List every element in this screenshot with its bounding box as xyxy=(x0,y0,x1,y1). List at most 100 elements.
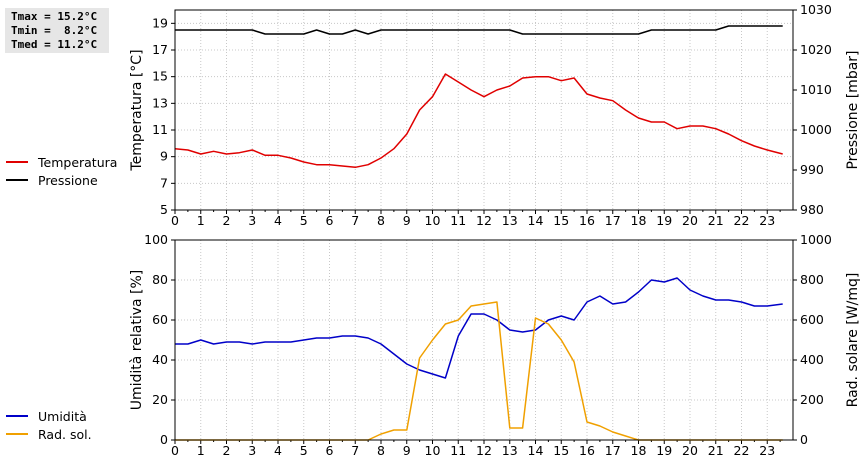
legend-bottom: Umidità Rad. sol. xyxy=(6,407,92,443)
ytick-left-label-top: 13 xyxy=(152,95,168,110)
xtick-label-bottom: 15 xyxy=(553,443,569,458)
xtick-label-top: 20 xyxy=(682,213,698,228)
legend-label-pressione: Pressione xyxy=(38,172,98,188)
ytick-left-label-top: 9 xyxy=(160,149,168,164)
ytick-left-label-top: 7 xyxy=(160,175,168,190)
ytick-left-label-bottom: 0 xyxy=(160,432,168,447)
xtick-label-top: 6 xyxy=(326,213,334,228)
ytick-left-label-bottom: 20 xyxy=(152,392,168,407)
xtick-label-bottom: 19 xyxy=(656,443,672,458)
stat-tmed: Tmed = 11.2°C xyxy=(11,38,98,51)
xtick-label-bottom: 17 xyxy=(605,443,621,458)
plot-frame-bottom xyxy=(174,239,794,441)
xtick-label-top: 1 xyxy=(197,213,205,228)
legend-top: Temperatura Pressione xyxy=(6,153,117,189)
xtick-label-top: 9 xyxy=(403,213,411,228)
xtick-label-bottom: 14 xyxy=(528,443,544,458)
ytick-right-label-bottom: 1000 xyxy=(800,232,832,247)
xtick-label-top: 14 xyxy=(528,213,544,228)
series-line-pressione xyxy=(175,25,783,35)
series-line-temperatura xyxy=(174,73,783,169)
xtick-label-top: 22 xyxy=(734,213,750,228)
xtick-label-bottom: 13 xyxy=(502,443,518,458)
xtick-label-bottom: 2 xyxy=(223,443,231,458)
ytick-left-label-top: 5 xyxy=(160,202,168,217)
ytick-left-label-top: 17 xyxy=(152,42,168,57)
ytick-left-label-bottom: 40 xyxy=(152,352,168,367)
chart-bottom: 0 1 2 3 4 5 6 7 8 9 10 11 12 13 14 15 16 17 18 19 20 21 22 2302… xyxy=(129,232,860,458)
ytick-right-label-bottom: 400 xyxy=(800,352,824,367)
ytick-left-label-top: 19 xyxy=(152,15,168,30)
xtick-label-bottom: 23 xyxy=(759,443,775,458)
stat-tmax: Tmax = 15.2°C xyxy=(11,10,98,23)
ytick-right-label-bottom: 600 xyxy=(800,312,824,327)
xtick-label-bottom: 6 xyxy=(326,443,334,458)
xtick-label-bottom: 4 xyxy=(274,443,282,458)
legend-swatch-rad-sol xyxy=(6,433,28,435)
xtick-label-bottom: 0 xyxy=(171,443,179,458)
legend-swatch-temperatura xyxy=(6,161,28,163)
ytick-left-label-top: 11 xyxy=(152,122,168,137)
xtick-label-bottom: 5 xyxy=(300,443,308,458)
xtick-label-bottom: 12 xyxy=(476,443,492,458)
legend-label-umidita: Umidità xyxy=(38,408,87,424)
ytick-right-label-bottom: 200 xyxy=(800,392,824,407)
legend-label-temperatura: Temperatura xyxy=(38,154,118,170)
xtick-label-top: 2 xyxy=(223,213,231,228)
xtick-label-bottom: 11 xyxy=(450,443,466,458)
xtick-label-top: 15 xyxy=(553,213,569,228)
xtick-label-top: 8 xyxy=(377,213,385,228)
xtick-label-bottom: 20 xyxy=(682,443,698,458)
ytick-right-label-top: 1020 xyxy=(800,42,832,57)
ytick-right-label-bottom: 0 xyxy=(800,432,808,447)
ylabel-right-bottom: Rad. solare [W/mq] xyxy=(845,273,860,408)
xtick-label-top: 23 xyxy=(759,213,775,228)
ylabel-left-top: Temperatura [°C] xyxy=(129,49,145,171)
xtick-label-bottom: 21 xyxy=(708,443,724,458)
xtick-label-bottom: 9 xyxy=(403,443,411,458)
xtick-label-top: 7 xyxy=(351,213,359,228)
xtick-label-top: 17 xyxy=(605,213,621,228)
xtick-label-top: 19 xyxy=(656,213,672,228)
xtick-label-top: 3 xyxy=(248,213,256,228)
xtick-label-top: 18 xyxy=(631,213,647,228)
stat-tmin: Tmin = 8.2°C xyxy=(11,24,98,37)
ylabel-right-top: Pressione [mbar] xyxy=(845,50,860,169)
stats-box: Tmax = 15.2°C Tmin = 8.2°C Tmed = 11.2°C xyxy=(5,8,109,53)
legend-label-rad-sol: Rad. sol. xyxy=(38,426,92,442)
ytick-left-label-bottom: 100 xyxy=(144,232,168,247)
xtick-label-bottom: 22 xyxy=(734,443,750,458)
xtick-label-bottom: 8 xyxy=(377,443,385,458)
xtick-label-bottom: 1 xyxy=(197,443,205,458)
xtick-label-top: 16 xyxy=(579,213,595,228)
xtick-label-bottom: 18 xyxy=(631,443,647,458)
xtick-label-bottom: 7 xyxy=(351,443,359,458)
ylabel-left-bottom: Umidità relativa [%] xyxy=(129,270,145,411)
xtick-label-bottom: 10 xyxy=(425,443,441,458)
ytick-right-label-top: 1030 xyxy=(800,2,832,17)
ytick-right-label-top: 1010 xyxy=(800,82,832,97)
ytick-left-label-bottom: 60 xyxy=(152,312,168,327)
legend-item-temperatura: Temperatura xyxy=(6,153,117,171)
ytick-right-label-top: 980 xyxy=(800,202,824,217)
ytick-left-label-top: 15 xyxy=(152,69,168,84)
xtick-label-top: 13 xyxy=(502,213,518,228)
ytick-right-label-top: 990 xyxy=(800,162,824,177)
xtick-label-bottom: 3 xyxy=(248,443,256,458)
ytick-left-label-bottom: 80 xyxy=(152,272,168,287)
xtick-label-top: 11 xyxy=(450,213,466,228)
xtick-label-top: 21 xyxy=(708,213,724,228)
legend-item-pressione: Pressione xyxy=(6,171,117,189)
legend-item-umidita: Umidità xyxy=(6,407,92,425)
xtick-label-top: 12 xyxy=(476,213,492,228)
series-line-rad-sol xyxy=(175,301,783,441)
xtick-label-top: 0 xyxy=(171,213,179,228)
legend-swatch-umidita xyxy=(6,415,28,417)
series-line-umidit xyxy=(175,277,783,379)
ytick-right-label-bottom: 800 xyxy=(800,272,824,287)
xtick-label-bottom: 16 xyxy=(579,443,595,458)
plot-frame-top xyxy=(174,9,794,211)
ytick-right-label-top: 1000 xyxy=(800,122,832,137)
xtick-label-top: 4 xyxy=(274,213,282,228)
